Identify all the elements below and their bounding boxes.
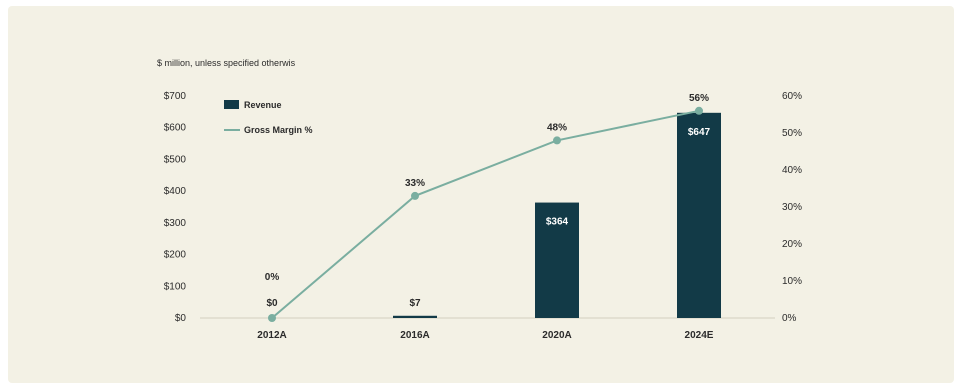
- right-tick-label: 50%: [782, 128, 802, 139]
- margin-data-label: 56%: [689, 93, 709, 104]
- margin-point: [553, 136, 561, 145]
- x-tick-label: 2012A: [257, 330, 286, 341]
- left-tick-label: $600: [164, 123, 187, 134]
- legend: Revenue Gross Margin %: [224, 100, 313, 135]
- right-tick-label: 40%: [782, 165, 802, 176]
- revenue-bar: [677, 112, 721, 319]
- revenue-bars: $0 $7 $364 $647: [266, 112, 721, 319]
- margin-point: [411, 191, 419, 200]
- left-tick-label: $300: [164, 218, 187, 229]
- left-tick-label: $100: [164, 281, 187, 292]
- revenue-data-label: $647: [688, 127, 711, 138]
- left-tick-label: $500: [164, 154, 187, 165]
- left-tick-label: $200: [164, 250, 187, 261]
- margin-point: [695, 106, 703, 115]
- left-tick-label: $0: [175, 313, 187, 324]
- right-tick-label: 20%: [782, 239, 802, 250]
- revenue-bar: [393, 315, 437, 318]
- x-axis: 2012A 2016A 2020A 2024E: [257, 330, 714, 341]
- legend-revenue-swatch: [224, 100, 239, 109]
- revenue-bar: [535, 202, 579, 318]
- legend-margin-label: Gross Margin %: [244, 125, 313, 135]
- right-tick-label: 0%: [782, 313, 797, 324]
- left-tick-label: $700: [164, 91, 187, 102]
- margin-line: 0% 33% 48% 56%: [265, 93, 709, 322]
- right-tick-label: 10%: [782, 276, 802, 287]
- chart-subtitle: $ million, unless specified otherwis: [157, 58, 296, 68]
- margin-data-label: 0%: [265, 272, 280, 283]
- legend-revenue-label: Revenue: [244, 100, 282, 110]
- right-tick-label: 30%: [782, 202, 802, 213]
- margin-line-path: [271, 109, 700, 319]
- left-axis: $0 $100 $200 $300 $400 $500 $600 $700: [164, 91, 187, 324]
- x-tick-label: 2020A: [542, 330, 571, 341]
- margin-data-label: 48%: [547, 122, 567, 133]
- right-tick-label: 60%: [782, 91, 802, 102]
- chart-card: [8, 6, 954, 383]
- x-tick-label: 2024E: [685, 330, 714, 341]
- x-tick-label: 2016A: [400, 330, 429, 341]
- revenue-data-label: $364: [546, 217, 569, 228]
- margin-data-label: 33%: [405, 178, 425, 189]
- revenue-data-label: $7: [409, 298, 421, 309]
- left-tick-label: $400: [164, 186, 187, 197]
- right-axis: 0% 10% 20% 30% 40% 50% 60%: [782, 91, 802, 324]
- margin-point: [268, 314, 276, 322]
- revenue-data-label: $0: [266, 298, 278, 309]
